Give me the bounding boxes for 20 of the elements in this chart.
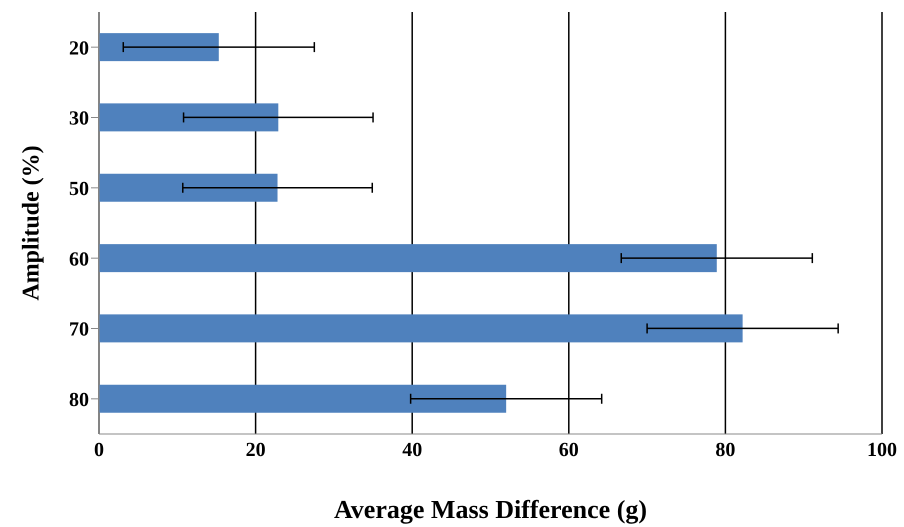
y-tick-label: 70	[69, 318, 89, 341]
y-tick-label: 30	[69, 108, 89, 130]
y-tick-label: 20	[69, 37, 89, 60]
y-tick-label: 60	[69, 248, 89, 270]
x-tick-label: 80	[715, 439, 736, 462]
x-tick-label: 0	[94, 439, 104, 462]
x-tick-label: 60	[558, 439, 579, 462]
bar	[99, 244, 717, 272]
x-axis-title: Average Mass Difference (g)	[334, 495, 648, 524]
bar	[99, 33, 219, 62]
bar	[99, 314, 743, 342]
y-tick-label: 80	[69, 388, 89, 411]
x-tick-label: 100	[867, 439, 897, 462]
bar	[99, 384, 506, 413]
x-tick-label: 40	[402, 439, 422, 462]
y-tick-label: 50	[69, 178, 89, 200]
y-axis-title: Amplitude (%)	[18, 145, 45, 301]
x-tick-label: 20	[246, 439, 266, 462]
bar	[99, 103, 278, 132]
bar	[99, 174, 278, 202]
